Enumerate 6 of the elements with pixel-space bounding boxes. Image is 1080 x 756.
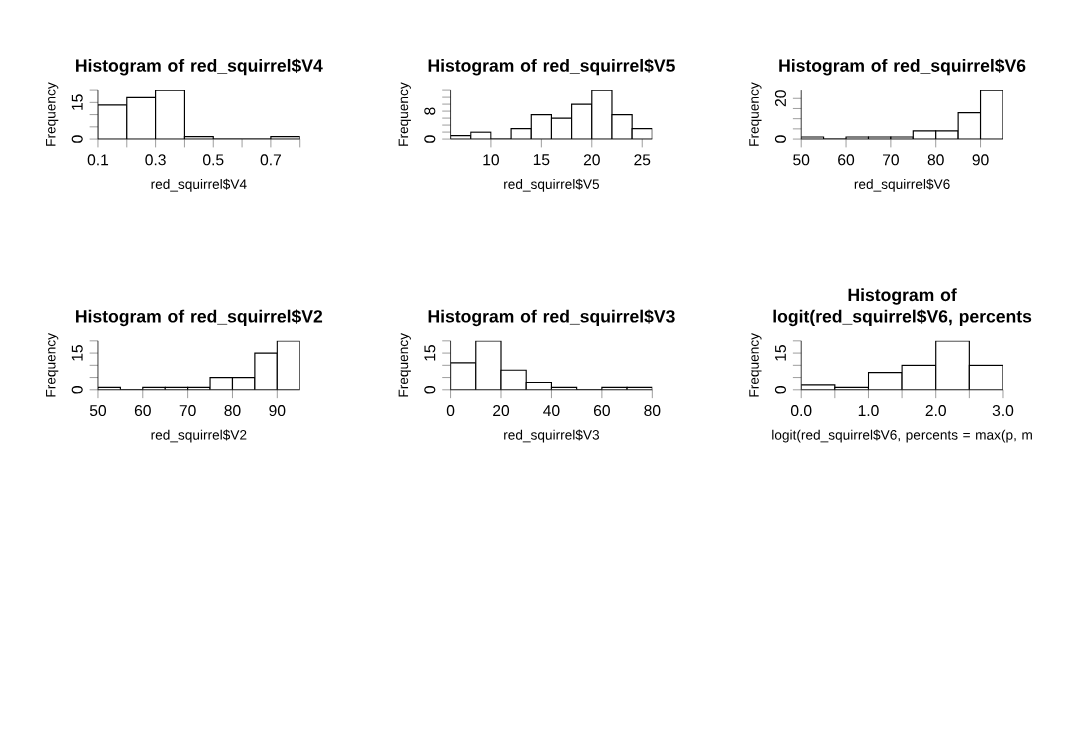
chart-title: Histogram of logit(red_squirrel$V6, percents bbox=[773, 288, 1032, 327]
chart-title: Histogram of red_squirrel$V5 bbox=[428, 58, 675, 76]
chart-title: Histogram of red_squirrel$V2 bbox=[76, 309, 323, 327]
chart-title: Histogram of red_squirrel$V3 bbox=[428, 309, 675, 327]
chart-title: Histogram of red_squirrel$V4 bbox=[76, 58, 323, 76]
chart-title: Histogram of red_squirrel$V6 bbox=[779, 58, 1026, 76]
